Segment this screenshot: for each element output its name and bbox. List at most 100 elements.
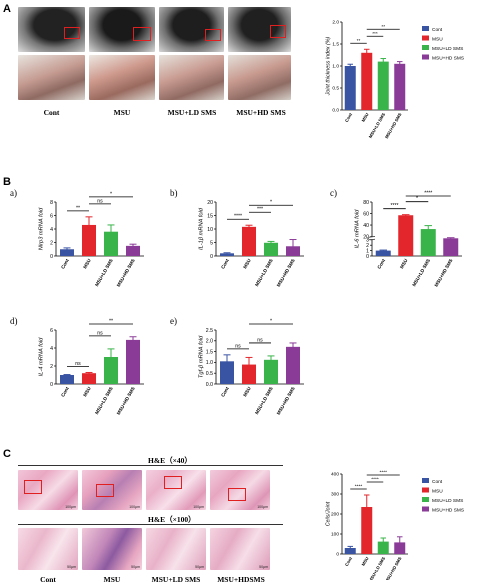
y-tick-label: 20 [363, 234, 369, 240]
y-tick-label: 0 [336, 552, 339, 558]
bar [264, 359, 278, 384]
legend-label: MSU [432, 488, 443, 494]
bar [104, 357, 118, 384]
group-caption: MSU+LD SMS [151, 575, 201, 584]
y-tick-label: 2 [366, 243, 369, 249]
y-tick-label: 0 [50, 382, 53, 388]
region-box [270, 25, 286, 38]
y-tick-label: 0.5 [206, 371, 213, 377]
legend-swatch [422, 54, 429, 60]
legend-swatch [422, 506, 429, 512]
sub-label: e) [170, 316, 177, 326]
paw-photo-msu [89, 7, 155, 52]
legend-label: MSU+LD SMS [432, 498, 463, 504]
region-box [96, 484, 114, 497]
axis-break [369, 236, 462, 240]
y-axis-label: IL-4 mRNA fold [38, 337, 44, 377]
legend-label: Cont [432, 27, 443, 33]
group-caption: Cont [40, 575, 56, 584]
group-caption: MSU+HD SMS [236, 108, 286, 117]
x-tick-label: MSU [82, 385, 92, 397]
significance-label: ns [257, 337, 263, 343]
significance-label: * [270, 319, 272, 325]
bar [443, 238, 459, 256]
y-axis-label: Nlrp3 mRNA fold [38, 207, 44, 250]
significance-label: ** [381, 24, 385, 30]
y-tick-label: 2 [50, 240, 53, 246]
x-tick-label: MSU+LD SMS [94, 258, 114, 287]
scale-label: 100μm [65, 505, 76, 509]
significance-label: ** [76, 205, 80, 211]
x-tick-label: MSU [82, 257, 92, 269]
scale-label: 50μm [195, 565, 204, 569]
significance-label: *** [257, 207, 263, 213]
x-tick-label: MSU [242, 257, 252, 269]
bar [242, 364, 256, 384]
group-caption: MSU+LD SMS [167, 108, 217, 117]
he40-photo-cont: 100μm [18, 470, 78, 510]
y-tick-label: 2.5 [206, 328, 213, 334]
legend-label: MSU+LD SMS [432, 46, 463, 52]
y-tick-label: 6 [50, 328, 53, 334]
significance-label: ns [97, 330, 103, 336]
significance-label: ns [75, 361, 81, 367]
x-tick-label: MSU+LD SMS [254, 386, 274, 415]
bar [264, 242, 278, 256]
y-axis-label: Cells/Joint [326, 501, 332, 526]
paw-photo-cont [18, 7, 85, 52]
y-tick-label: 0 [366, 254, 369, 260]
x-tick-label: Cont [60, 386, 70, 398]
he40-photo-msu: 100μm [82, 470, 142, 510]
x-tick-label: MSU+HD SMS [276, 258, 296, 288]
bar [126, 339, 140, 384]
significance-label: * [270, 200, 272, 206]
bar [398, 215, 414, 256]
x-tick-label: MSU+HD SMS [384, 556, 403, 580]
y-tick-label: 0.0 [332, 108, 339, 114]
y-tick-label: 100 [331, 532, 339, 538]
he-x40-title: H&E（×40） [148, 456, 192, 465]
scale-label: 50μm [67, 565, 76, 569]
group-caption: MSU+HDSMS [217, 575, 265, 584]
x-tick-label: Cont [220, 258, 230, 270]
bar [375, 250, 391, 256]
group-caption: MSU [113, 108, 131, 117]
panel-letter-b: B [3, 176, 11, 188]
y-tick-label: 5 [210, 240, 213, 246]
x-tick-label: MSU+LD SMS [411, 258, 431, 287]
scale-label: 100μm [193, 505, 204, 509]
y-tick-label: 1.0 [332, 64, 339, 70]
axis-break-mark [368, 238, 376, 241]
bar [82, 373, 96, 384]
significance-label: **** [380, 470, 388, 476]
closeup-photo-msu [89, 55, 155, 100]
y-tick-label: 15 [207, 213, 213, 219]
significance-label: *** [372, 31, 378, 37]
significance-label: **** [355, 484, 363, 490]
bar [361, 52, 373, 110]
y-tick-label: 4 [50, 227, 53, 233]
sub-label: c) [330, 188, 337, 198]
closeup-photo-ld [159, 55, 224, 100]
he40-photo-ld: 100μm [146, 470, 206, 510]
region-box [164, 476, 182, 489]
legend-label: MSU [432, 36, 443, 42]
divider [18, 524, 283, 525]
x-tick-label: MSU+LD SMS [368, 556, 387, 580]
y-tick-label: 0 [210, 254, 213, 260]
region-box [205, 29, 221, 41]
y-tick-label: 2.0 [332, 20, 339, 26]
group-caption: MSU [103, 575, 121, 584]
significance-label: ** [109, 319, 113, 325]
bar [394, 542, 406, 554]
he40-photo-hd: 100μm [210, 470, 270, 510]
bar [242, 226, 256, 256]
legend-swatch [422, 478, 429, 483]
legend-swatch [422, 45, 429, 50]
bar [126, 245, 140, 256]
legend-swatch [422, 487, 429, 493]
x-tick-label: Cont [60, 258, 70, 270]
significance-label: **** [234, 214, 242, 220]
